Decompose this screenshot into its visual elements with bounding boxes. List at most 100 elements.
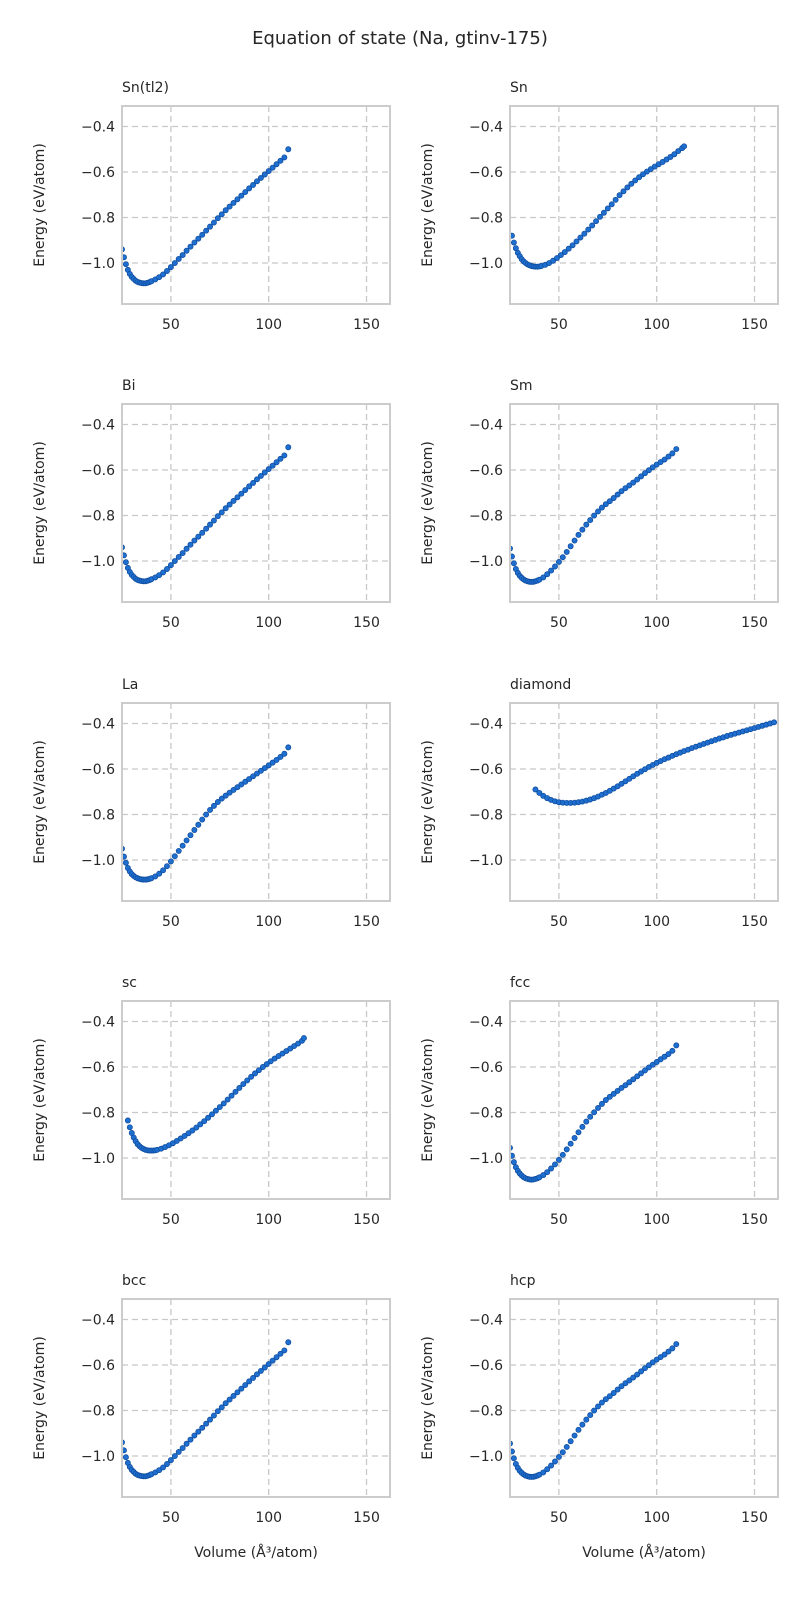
x-tick-label: 50 (162, 1212, 180, 1228)
data-point (199, 231, 206, 238)
axes-frame (121, 1000, 391, 1200)
subplot-sc: 50 100 150 −0.4 −0.6 −0.8 −1.0 sc Energy (eV/ato… (32, 975, 391, 1228)
data-point (197, 1121, 204, 1128)
y-tick-label: −0.6 (81, 1358, 115, 1374)
y-tick-label: −0.6 (469, 762, 503, 778)
data-point (552, 1161, 558, 1168)
data-point (665, 1051, 672, 1057)
data-point (567, 1140, 574, 1147)
data-point (277, 753, 284, 760)
data-point (230, 786, 237, 793)
y-tick-label: −0.8 (469, 1404, 503, 1420)
y-tick-label: −1.0 (469, 554, 503, 570)
data-point (261, 1364, 268, 1371)
data-point (195, 1428, 202, 1435)
data-point (175, 1448, 182, 1455)
data-point (583, 521, 590, 528)
data-point (195, 235, 202, 242)
data-point (300, 1035, 307, 1042)
data-point (661, 456, 668, 463)
x-tick-label: 100 (643, 1510, 670, 1526)
data-point (191, 827, 198, 833)
data-point (199, 816, 206, 823)
data-point (606, 1393, 613, 1400)
data-point (606, 498, 613, 505)
data-point (261, 469, 268, 476)
x-tick-label: 100 (643, 914, 670, 930)
data-point (234, 784, 241, 791)
data-point (273, 756, 280, 763)
data-point (661, 1053, 668, 1060)
x-tick-label: 50 (162, 914, 180, 930)
data-point (571, 1432, 578, 1439)
data-point (203, 811, 210, 818)
data-point (561, 249, 568, 256)
data-point (265, 168, 272, 175)
data-point (579, 1123, 586, 1130)
data-point (191, 1432, 198, 1439)
data-point (254, 1371, 260, 1378)
data-point (175, 553, 182, 560)
y-tick-label: −0.4 (81, 716, 115, 732)
series-points (510, 1341, 680, 1480)
data-point (598, 1100, 605, 1107)
data-point (645, 1064, 652, 1071)
data-point (252, 1070, 258, 1077)
data-point (218, 509, 225, 516)
data-point (207, 807, 213, 813)
subplot-title: sc (122, 975, 137, 991)
x-tick-label: 100 (643, 317, 670, 333)
y-tick-label: −0.8 (81, 509, 115, 525)
data-point (771, 719, 778, 726)
data-point (175, 255, 182, 262)
data-point (126, 1124, 133, 1131)
y-axis-label: Energy (eV/atom) (32, 1038, 48, 1162)
y-tick-label: −0.6 (81, 463, 115, 479)
axes-frame (121, 1298, 391, 1498)
data-point (164, 566, 170, 572)
data-point (610, 1390, 617, 1396)
data-point (583, 1118, 590, 1125)
data-point (259, 1064, 266, 1070)
data-point (642, 1067, 648, 1074)
series-points (532, 719, 778, 806)
data-point (281, 750, 288, 757)
data-point (179, 1445, 186, 1452)
data-point (559, 554, 566, 561)
data-point (510, 1159, 517, 1166)
data-point (214, 799, 221, 805)
data-point (602, 501, 609, 508)
data-point (175, 847, 182, 854)
data-point (597, 213, 603, 220)
data-point (649, 1359, 656, 1366)
series-points (122, 444, 292, 585)
data-point (673, 1042, 680, 1049)
data-point (661, 1351, 668, 1358)
data-point (510, 232, 515, 239)
data-point (226, 501, 233, 508)
data-point (552, 1458, 558, 1465)
y-tick-label: −0.8 (469, 808, 503, 824)
data-point (191, 537, 198, 544)
data-point (573, 238, 580, 245)
x-tick-label: 100 (643, 1212, 670, 1228)
data-point (277, 455, 284, 462)
subplot-title: Bi (122, 378, 136, 394)
data-point (244, 1077, 251, 1084)
y-tick-label: −0.4 (81, 1312, 115, 1328)
data-point (548, 1165, 555, 1172)
x-tick-label: 50 (162, 615, 180, 631)
axes-frame (509, 1000, 779, 1200)
axes-frame (121, 403, 391, 603)
data-point (257, 472, 264, 479)
data-point (201, 1118, 208, 1125)
data-point (164, 1461, 170, 1467)
y-tick-label: −0.4 (469, 716, 503, 732)
data-point (265, 466, 272, 473)
data-point (232, 1088, 239, 1095)
data-point (277, 1350, 284, 1357)
data-point (626, 1377, 633, 1384)
data-point (273, 161, 280, 168)
data-point (548, 567, 555, 574)
data-point (642, 1365, 648, 1372)
